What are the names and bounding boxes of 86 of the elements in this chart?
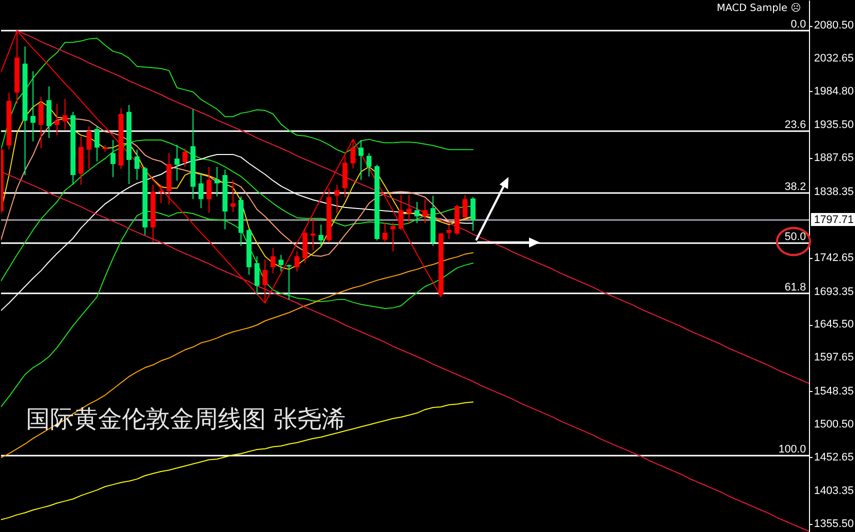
candlestick — [358, 140, 364, 180]
line-series — [1, 211, 474, 408]
candlestick — [422, 198, 428, 224]
candlestick — [294, 250, 300, 272]
candlestick — [6, 92, 12, 150]
line-series — [1, 38, 474, 154]
candlestick — [198, 172, 204, 209]
candlestick — [118, 108, 124, 170]
line-series — [1, 118, 474, 257]
candlestick — [22, 46, 28, 176]
candlestick — [406, 194, 412, 224]
candlestick — [206, 166, 212, 214]
candlestick — [254, 256, 260, 296]
candlestick — [390, 222, 396, 252]
annotation: 38.2 — [784, 180, 806, 193]
y-tick-label: 2080.50 — [814, 20, 854, 32]
candlestick — [326, 188, 332, 242]
y-tick-label: 1838.35 — [814, 186, 854, 198]
candlestick — [182, 148, 188, 168]
candlestick — [446, 224, 452, 240]
candlestick — [174, 144, 180, 182]
candlestick — [126, 104, 132, 185]
candlestick — [166, 152, 172, 206]
candlestick — [46, 86, 52, 138]
y-tick-label: 1693.35 — [814, 286, 854, 298]
annotation: 61.8 — [784, 281, 806, 294]
candlestick — [190, 108, 196, 200]
candlestick — [246, 228, 252, 276]
candlestick — [470, 196, 476, 232]
annotation: 100.0 — [778, 444, 806, 456]
candlestick — [214, 166, 220, 197]
annotation: 50.0 — [784, 231, 806, 244]
y-tick-label: 1548.35 — [814, 385, 854, 398]
candlestick — [70, 111, 76, 186]
candlestick — [342, 156, 348, 198]
y-tick-label: 1452.65 — [814, 451, 854, 464]
y-tick-label: 1597.65 — [814, 352, 854, 364]
candlestick — [142, 166, 148, 236]
y-tick-label: 1355.50 — [814, 518, 854, 530]
candlestick — [430, 195, 436, 246]
candlestick — [54, 103, 60, 136]
line-series — [1, 171, 809, 532]
candlestick — [310, 219, 316, 251]
candlestick — [350, 138, 356, 169]
annotation: 0.0 — [790, 18, 806, 31]
line-series — [1, 101, 474, 270]
candlestick — [414, 201, 420, 224]
candlestick — [94, 126, 100, 162]
candlestick — [398, 194, 404, 231]
y-tick-label: 1887.65 — [814, 152, 854, 164]
y-tick-label: 1984.80 — [814, 85, 854, 98]
line-series — [1, 402, 474, 520]
annotation: 23.6 — [784, 119, 806, 132]
candlestick — [374, 164, 380, 241]
line-series — [1, 140, 474, 282]
candlestick — [286, 264, 292, 300]
y-tick-label: 1935.50 — [814, 119, 854, 132]
line-series — [16, 30, 809, 384]
candlestick — [110, 140, 116, 178]
y-tick-label: 2032.65 — [814, 52, 854, 64]
candlestick — [38, 96, 44, 149]
candlestick — [318, 224, 324, 248]
candlestick — [30, 70, 36, 142]
candlestick — [150, 184, 156, 243]
candlestick — [238, 196, 244, 246]
candlestick — [222, 169, 228, 230]
y-tick-label: 1645.50 — [814, 318, 854, 331]
candlestick — [134, 149, 140, 180]
ref-line-label: 1797.71 — [814, 214, 854, 226]
candlestick — [270, 247, 276, 274]
candlestick — [334, 184, 340, 214]
y-tick-label: 1403.35 — [814, 485, 854, 498]
candlestick — [86, 126, 92, 170]
y-tick-label: 1742.65 — [814, 252, 854, 264]
line-series — [1, 252, 474, 458]
candlestick — [382, 222, 388, 242]
candlestick — [158, 184, 164, 204]
candlestick — [78, 136, 84, 186]
candlestick — [62, 98, 68, 130]
annotation: MACD Sample ☹ — [716, 2, 801, 14]
candlestick — [278, 254, 284, 272]
candlestick — [454, 204, 460, 236]
y-tick-label: 1500.50 — [814, 418, 854, 430]
candlestick — [366, 152, 372, 177]
candlestick — [302, 228, 308, 264]
candlestick — [462, 194, 468, 219]
